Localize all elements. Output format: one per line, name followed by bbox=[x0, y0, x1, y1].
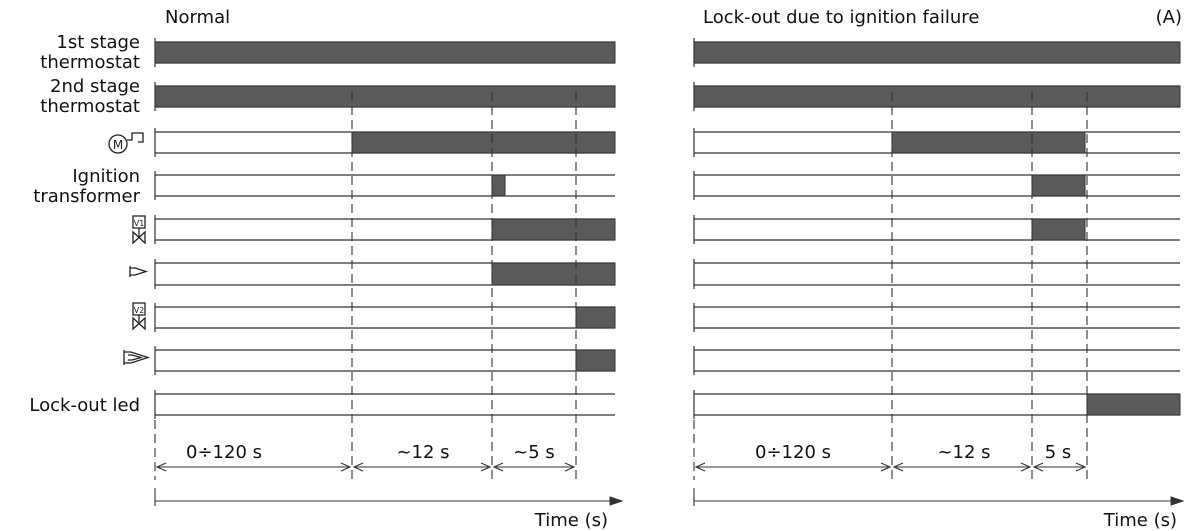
lockout-stage2-active-bar-1 bbox=[693, 85, 1181, 108]
lockout-ignition-active-bar-1 bbox=[1031, 174, 1086, 197]
panel-normal-dividers bbox=[154, 92, 577, 480]
normal-interval-3-arrowhead-right bbox=[564, 462, 576, 472]
panel-normal-title: Normal bbox=[165, 7, 230, 28]
motor-icon-letter: M bbox=[113, 138, 123, 152]
normal-interval-2-arrowhead-right bbox=[480, 462, 492, 472]
flame-large-icon bbox=[123, 350, 151, 365]
panel-lockout-interval-2: ~12 s bbox=[937, 442, 990, 463]
motor-icon: M bbox=[108, 132, 144, 154]
panel-lockout-title: Lock-out due to ignition failure bbox=[703, 7, 979, 28]
lockout-led-label: Lock-out led bbox=[29, 395, 140, 416]
stage2-label-line2: thermostat bbox=[40, 96, 140, 117]
lockout-interval-3-arrowhead-right bbox=[1075, 462, 1087, 472]
normal-valve1-active-bar-1 bbox=[491, 218, 616, 241]
lockout-interval-3-arrowhead-left bbox=[1032, 462, 1044, 472]
panel-lockout-time-label: Time (s) bbox=[1103, 510, 1177, 531]
lockout-motor-active-bar-1 bbox=[891, 131, 1086, 154]
panel-lockout-dividers bbox=[693, 92, 1088, 480]
panel-normal-rows bbox=[154, 38, 616, 419]
normal-valve2-active-bar-1 bbox=[575, 306, 616, 329]
normal-flame1-active-bar-1 bbox=[491, 262, 616, 286]
panel-normal-interval-3: ~5 s bbox=[513, 442, 555, 463]
ignition-label-line1: Ignition bbox=[72, 166, 140, 187]
panel-normal: Normal 0÷120 s ~12 s ~5 s Time (s) bbox=[154, 7, 624, 531]
lockout-interval-1-arrowhead-left bbox=[694, 462, 706, 472]
panel-lockout-interval-3: 5 s bbox=[1045, 442, 1072, 463]
lockout-valve1-active-bar-1 bbox=[1031, 218, 1086, 241]
panel-normal-interval-2: ~12 s bbox=[396, 442, 449, 463]
row-labels: 1st stage thermostat 2nd stage thermosta… bbox=[29, 32, 151, 416]
panel-normal-timeline bbox=[154, 462, 624, 506]
figure-label: (A) bbox=[1156, 7, 1182, 28]
normal-interval-3-arrowhead-left bbox=[492, 462, 504, 472]
lockout-stage1-active-bar-1 bbox=[693, 41, 1181, 64]
valve-v1-icon-text: V1 bbox=[134, 219, 145, 228]
lockout-interval-2-arrowhead-right bbox=[1020, 462, 1032, 472]
panel-normal-interval-1: 0÷120 s bbox=[186, 442, 262, 463]
normal-stage1-active-bar-1 bbox=[154, 41, 616, 64]
valve-v1-icon: V1 bbox=[132, 215, 146, 245]
lockout-interval-2-arrowhead-left bbox=[892, 462, 904, 472]
stage1-label-line2: thermostat bbox=[40, 52, 140, 73]
valve-v2-icon: V2 bbox=[132, 302, 146, 331]
normal-time-axis-arrowhead bbox=[609, 496, 624, 506]
lockout-interval-1-arrowhead-right bbox=[880, 462, 892, 472]
normal-stage2-active-bar-1 bbox=[154, 85, 616, 108]
normal-ignition-active-bar-1 bbox=[491, 174, 506, 197]
normal-interval-1-arrowhead-left bbox=[155, 462, 167, 472]
panel-lockout-rows bbox=[693, 38, 1181, 419]
stage1-label-line1: 1st stage bbox=[56, 32, 140, 53]
panel-normal-time-label: Time (s) bbox=[534, 510, 608, 531]
lockout-time-axis-arrowhead bbox=[1170, 496, 1185, 506]
ignition-label-line2: transformer bbox=[33, 186, 140, 207]
normal-interval-2-arrowhead-left bbox=[352, 462, 364, 472]
valve-v2-icon-text: V2 bbox=[134, 306, 145, 315]
normal-flame2-active-bar-1 bbox=[575, 349, 616, 372]
panel-lockout-timeline bbox=[693, 462, 1185, 506]
flame-small-icon bbox=[129, 266, 149, 277]
panel-lockout-interval-1: 0÷120 s bbox=[755, 442, 831, 463]
lockout-lockout-active-bar-1 bbox=[1086, 393, 1181, 416]
panel-lockout: Lock-out due to ignition failure 0÷120 s… bbox=[693, 7, 1185, 531]
normal-interval-1-arrowhead-right bbox=[340, 462, 352, 472]
stage2-label-line1: 2nd stage bbox=[50, 76, 140, 97]
